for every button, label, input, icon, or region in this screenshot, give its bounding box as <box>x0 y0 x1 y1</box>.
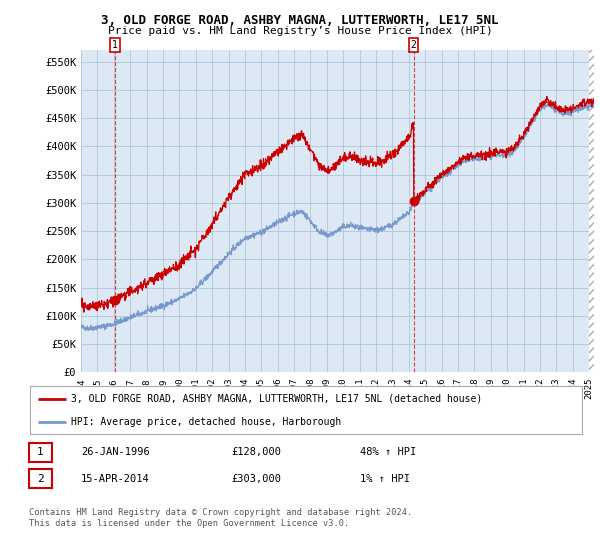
Text: 2: 2 <box>37 474 44 484</box>
Text: £303,000: £303,000 <box>231 474 281 484</box>
Text: 1: 1 <box>112 40 118 50</box>
Text: 1% ↑ HPI: 1% ↑ HPI <box>360 474 410 484</box>
Text: 3, OLD FORGE ROAD, ASHBY MAGNA, LUTTERWORTH, LE17 5NL (detached house): 3, OLD FORGE ROAD, ASHBY MAGNA, LUTTERWO… <box>71 394 482 404</box>
Bar <box>589 50 597 372</box>
Text: £128,000: £128,000 <box>231 447 281 458</box>
Text: 48% ↑ HPI: 48% ↑ HPI <box>360 447 416 458</box>
Text: Price paid vs. HM Land Registry’s House Price Index (HPI): Price paid vs. HM Land Registry’s House … <box>107 26 493 36</box>
Text: HPI: Average price, detached house, Harborough: HPI: Average price, detached house, Harb… <box>71 417 341 427</box>
Text: 26-JAN-1996: 26-JAN-1996 <box>81 447 150 458</box>
Text: 15-APR-2014: 15-APR-2014 <box>81 474 150 484</box>
Text: 3, OLD FORGE ROAD, ASHBY MAGNA, LUTTERWORTH, LE17 5NL: 3, OLD FORGE ROAD, ASHBY MAGNA, LUTTERWO… <box>101 14 499 27</box>
Text: 1: 1 <box>37 447 44 458</box>
Text: 2: 2 <box>410 40 416 50</box>
Text: Contains HM Land Registry data © Crown copyright and database right 2024.
This d: Contains HM Land Registry data © Crown c… <box>29 508 412 528</box>
